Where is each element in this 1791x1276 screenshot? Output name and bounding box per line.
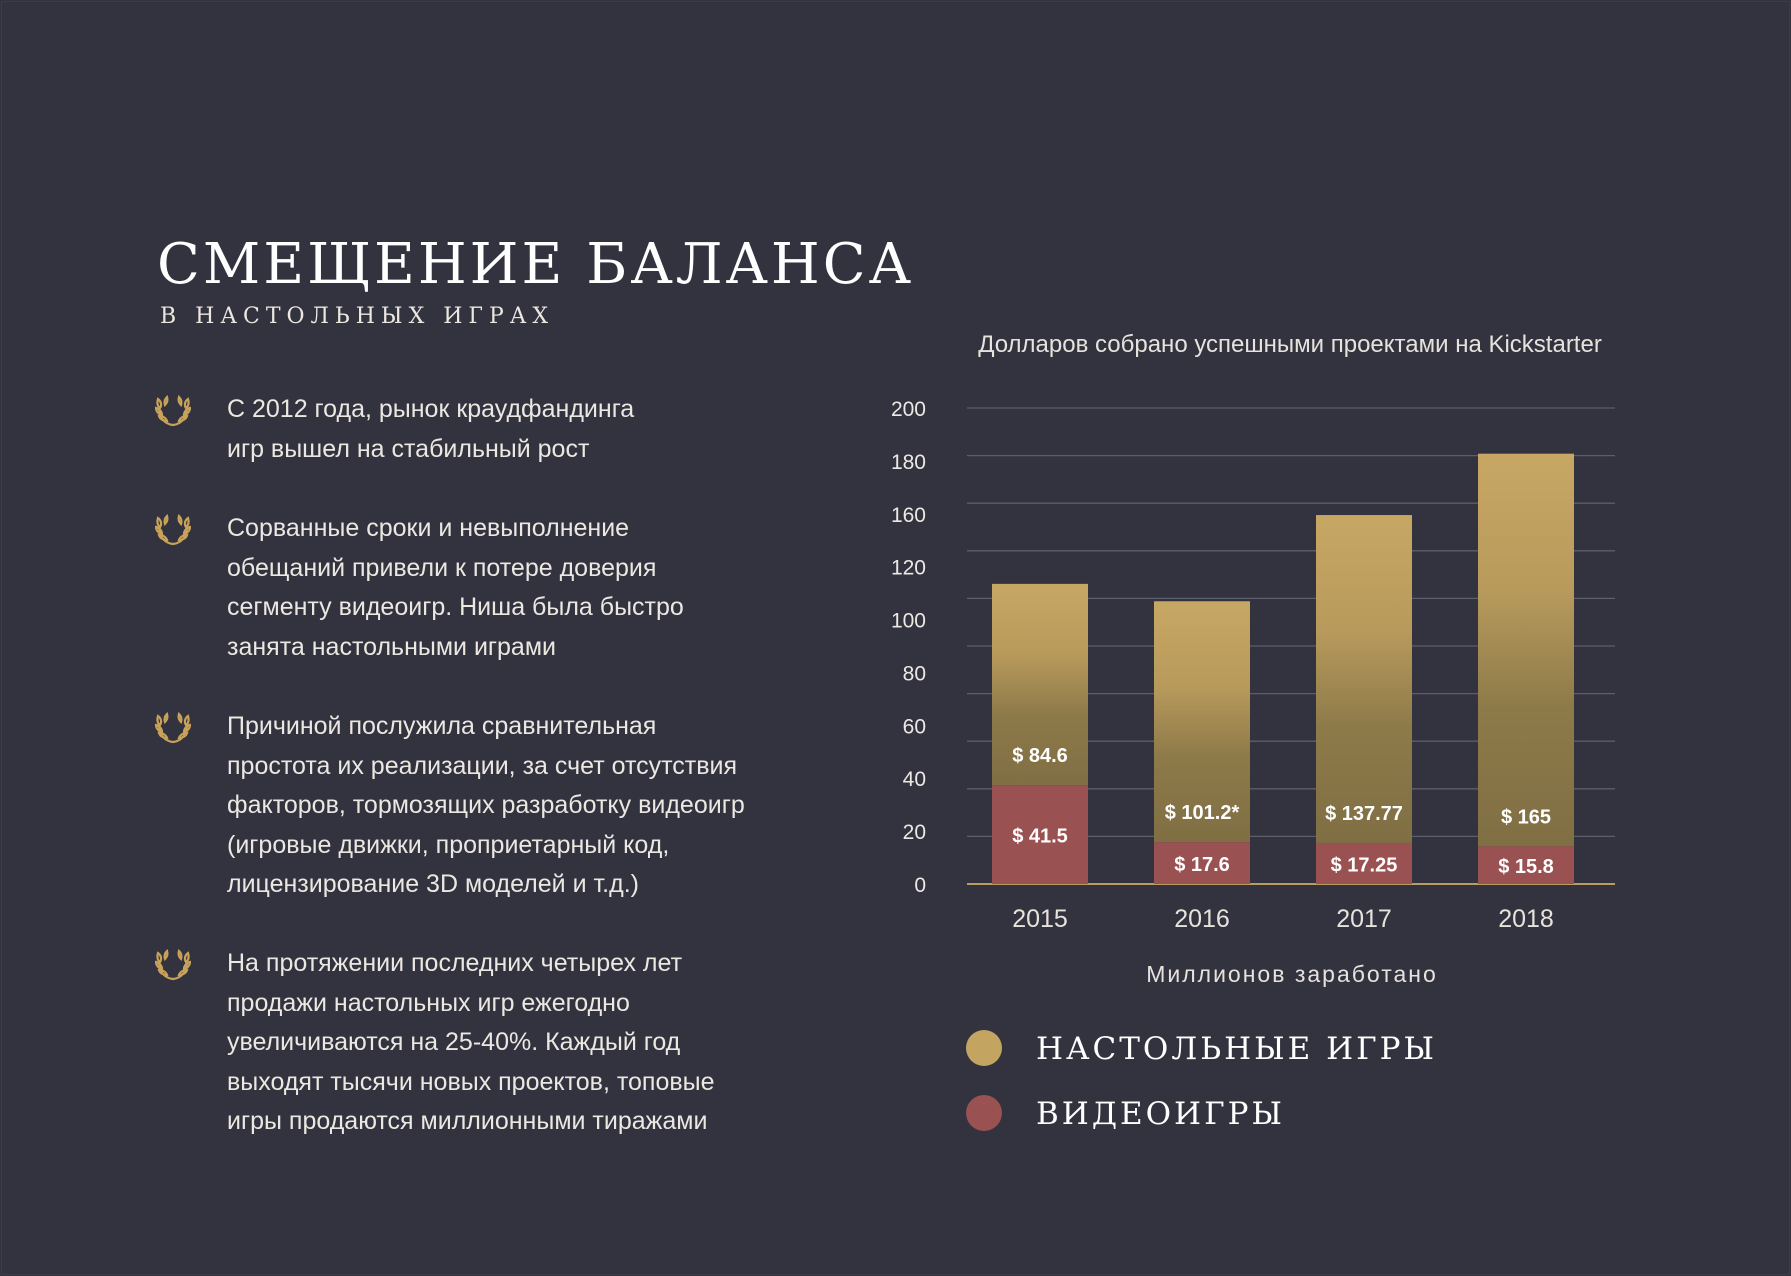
bar-board-games-2015: [992, 583, 1088, 786]
y-tick-label: 80: [903, 662, 926, 685]
data-label-board-2018: $ 165: [1501, 806, 1551, 828]
legend-label: НАСТОЛЬНЫЕ ИГРЫ: [1036, 1031, 1438, 1067]
y-tick-label: 200: [891, 398, 926, 421]
data-label-board-2016: $ 101.2*: [1165, 802, 1240, 824]
bar-video-games-2017: [1316, 842, 1412, 884]
y-tick-label: 0: [914, 874, 926, 897]
y-tick-label: 60: [903, 715, 926, 738]
x-tick-label-2016: 2016: [1174, 905, 1230, 933]
y-tick-label: 100: [891, 610, 926, 633]
y-tick-label: 120: [891, 557, 926, 580]
bullet-text: Сорванные сроки и невыполнение обещаний …: [227, 514, 684, 661]
bar-video-games-2015: [992, 785, 1088, 884]
y-tick-label: 20: [903, 821, 926, 844]
data-label-video-2016: $ 17.6: [1174, 854, 1230, 876]
bullet-text: С 2012 года, рынок краудфандинга игр выш…: [227, 395, 635, 463]
x-axis-label: Миллионов заработано: [1146, 961, 1438, 987]
bar-video-games-2018: [1478, 846, 1574, 884]
legend-swatch: [966, 1030, 1002, 1066]
bar-board-games-2017: [1316, 515, 1412, 843]
data-label-video-2017: $ 17.25: [1331, 854, 1398, 876]
bar-board-games-2018: [1478, 453, 1574, 847]
legend-label: ВИДЕОИГРЫ: [1036, 1096, 1285, 1132]
data-label-board-2015: $ 84.6: [1012, 745, 1068, 767]
data-label-board-2017: $ 137.77: [1325, 803, 1403, 825]
data-label-video-2015: $ 41.5: [1012, 826, 1068, 848]
chart-bars: $ 41.5 $ 84.6 $ 17.6 $ 101.2* $ 17.25 $ 137.7…: [967, 453, 1615, 885]
y-axis-ticks: 0 20 40 60 80 100 120 160 180 200: [891, 398, 926, 897]
bar-board-games-2016: [1154, 601, 1250, 843]
x-tick-label-2015: 2015: [1012, 905, 1068, 933]
bullet-text: Причиной послужила сравнительная простот…: [227, 712, 745, 898]
page-title: СМЕЩЕНИЕ БАЛАНСА: [157, 232, 914, 297]
chart-title: Долларов собрано успешными проектами на …: [978, 331, 1602, 358]
y-tick-label: 160: [891, 504, 926, 527]
data-label-video-2018: $ 15.8: [1498, 856, 1554, 878]
x-tick-label-2017: 2017: [1336, 905, 1392, 933]
bar-video-games-2016: [1154, 842, 1250, 884]
x-tick-label-2018: 2018: [1498, 905, 1554, 933]
bullet-text: На протяжении последних четырех лет прод…: [227, 949, 715, 1135]
x-axis-ticks: 2015 2016 2017 2018: [1012, 905, 1554, 933]
legend-swatch: [966, 1095, 1002, 1131]
page-subtitle: В НАСТОЛЬНЫХ ИГРАХ: [160, 304, 555, 329]
y-tick-label: 180: [891, 451, 926, 474]
y-tick-label: 40: [903, 768, 926, 791]
